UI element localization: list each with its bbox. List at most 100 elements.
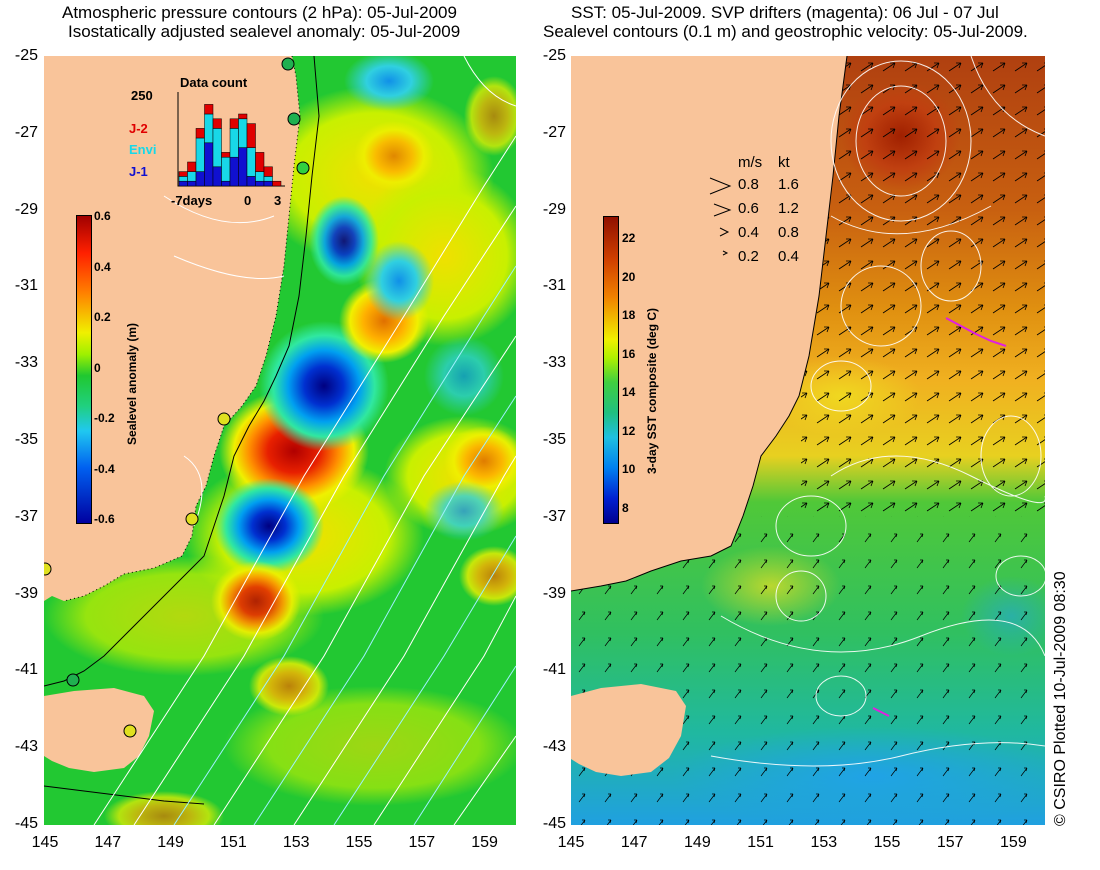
data-count-inset: Data count 250 J-2 Envi J-1 -7days 0 3: [125, 72, 305, 212]
lat-tick-label: -37: [14, 507, 38, 525]
lat-tick-label: -31: [542, 277, 566, 295]
lon-tick-label: 151: [220, 834, 247, 851]
left-title-line1: Atmospheric pressure contours (2 hPa): 0…: [62, 3, 457, 22]
lon-tick-label: 151: [747, 834, 774, 851]
histogram-bar-j1: [246, 176, 256, 187]
colorbar-tick-label: 14: [622, 385, 636, 399]
lat-tick-label: -35: [542, 431, 566, 448]
histogram-bar-j2: [255, 152, 265, 172]
velocity-key-kt-value: 1.2: [778, 200, 799, 217]
drifter-track: [945, 317, 1007, 347]
right-map-panel: [571, 56, 1045, 825]
inset-legend-j1: J-1: [129, 164, 148, 179]
lon-tick-label: 147: [620, 834, 648, 851]
histogram-bar-envi: [221, 156, 231, 182]
histogram-bar-j2: [221, 152, 231, 158]
histogram-bar-envi: [255, 171, 265, 182]
sst-colorbar: [603, 216, 619, 524]
histogram-bar-j1: [195, 171, 205, 187]
velocity-key-header-kt: kt: [778, 154, 790, 171]
histogram-bar-j1: [238, 147, 248, 187]
colorbar-tick-label: -0.2: [94, 411, 115, 425]
histogram-bar-j1: [204, 142, 214, 187]
histogram-bar-j1: [229, 156, 239, 187]
colorbar-tick-label: -0.6: [94, 512, 115, 526]
colorbar-tick-label: -0.4: [94, 461, 115, 476]
credit-text: © CSIRO Plotted 10-Jul-2009 08:30: [1052, 571, 1069, 826]
histogram-bar-envi: [187, 171, 197, 182]
histogram-bar-j1: [221, 180, 231, 187]
velocity-key-ms-value: 0.8: [738, 176, 759, 193]
colorbar-tick-label: 0.2: [94, 310, 111, 324]
colorbar-tick-label: 16: [622, 346, 636, 361]
histogram-bar-envi: [204, 113, 214, 144]
inset-histogram: [177, 92, 285, 187]
lat-tick-label: -25: [542, 47, 566, 64]
lat-tick-label: -27: [14, 123, 38, 141]
inset-x-label-start: -7days: [171, 193, 213, 208]
histogram-bar-j2: [204, 104, 214, 115]
lon-tick-label: 147: [94, 834, 122, 851]
histogram-bar-j1: [178, 180, 188, 187]
lat-tick-label: -33: [14, 354, 38, 372]
lat-tick-label: -39: [14, 584, 38, 602]
lon-tick-label: 145: [31, 834, 59, 851]
colorbar-tick-label: 0.6: [94, 209, 111, 223]
lat-tick-label: -39: [542, 584, 566, 602]
left-title-line2: Isostatically adjusted sealevel anomaly:…: [68, 22, 461, 41]
histogram-bar-j2: [238, 113, 248, 120]
lat-tick-label: -29: [542, 200, 566, 218]
histogram-bar-j2: [178, 171, 188, 177]
histogram-bar-envi: [212, 128, 222, 168]
colorbar-tick-label: 22: [622, 231, 636, 245]
colorbar-tick-label: 18: [622, 308, 636, 322]
lat-tick-label: -25: [14, 47, 38, 64]
histogram-bar-j1: [255, 180, 265, 187]
velocity-key-arrows: [709, 177, 732, 256]
lat-tick-label: -33: [542, 354, 566, 372]
lat-tick-label: -31: [14, 277, 38, 295]
velocity-key: m/s kt 0.8 1.6 0.6 1.2 0.4 0.8 0.2 0.4: [700, 154, 820, 266]
lon-tick-label: 155: [345, 834, 373, 851]
histogram-bar-j2: [229, 118, 239, 129]
lat-tick-label: -27: [542, 123, 566, 141]
lat-tick-label: -35: [14, 431, 38, 448]
inset-legend-j2: J-2: [129, 121, 148, 136]
lat-tick-label: -29: [14, 200, 38, 218]
histogram-bar-j1: [263, 180, 273, 187]
histogram-bar-j1: [212, 166, 222, 187]
lon-tick-label: 149: [157, 834, 184, 851]
right-title-line2: Sealevel contours (0.1 m) and geostrophi…: [543, 22, 1028, 41]
histogram-bar-j2: [272, 180, 282, 187]
right-title-line1: SST: 05-Jul-2009. SVP drifters (magenta)…: [571, 3, 999, 22]
velocity-key-kt-value: 1.6: [778, 176, 799, 193]
velocity-key-ms-value: 0.4: [738, 224, 759, 241]
inset-legend-envi: Envi: [129, 142, 157, 157]
colorbar-tick-label: 12: [622, 423, 636, 438]
colorbar-tick-label: 20: [622, 269, 636, 284]
velocity-key-header-ms: m/s: [738, 154, 763, 171]
histogram-bar-envi: [195, 137, 205, 172]
histogram-bar-j2: [187, 161, 197, 172]
lon-tick-label: 145: [557, 834, 585, 851]
histogram-bar-j2: [263, 166, 273, 177]
velocity-key-kt-value: 0.4: [778, 248, 799, 265]
histogram-bar-envi: [238, 118, 248, 148]
histogram-bar-j1: [187, 180, 197, 187]
inset-y-max-label: 250: [131, 88, 153, 103]
colorbar-tick-label: 10: [622, 462, 636, 476]
histogram-bar-j2: [212, 118, 222, 129]
lat-tick-label: -41: [542, 661, 566, 679]
histogram-bar-j2: [195, 128, 205, 139]
sst-colorbar-label: 3-day SST composite (deg C): [645, 307, 659, 474]
velocity-key-ms-value: 0.2: [738, 248, 759, 265]
histogram-bar-envi: [178, 176, 188, 182]
sealevel-colorbar-label: Sealevel anomaly (m): [125, 322, 139, 445]
drifter-track: [872, 707, 890, 717]
lat-tick-label: -43: [14, 738, 38, 756]
lon-tick-label: 159: [471, 834, 498, 851]
lon-tick-label: 159: [1000, 834, 1027, 851]
lon-tick-label: 149: [684, 834, 711, 851]
velocity-key-kt-value: 0.8: [778, 224, 799, 241]
lat-tick-label: -43: [542, 738, 566, 756]
